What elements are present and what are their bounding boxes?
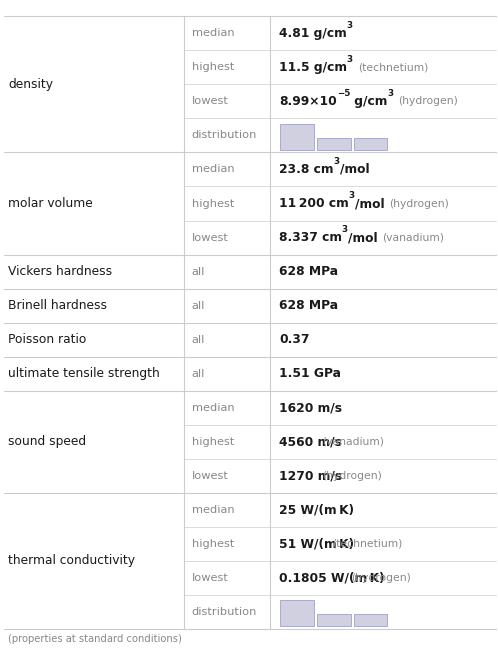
Text: median: median	[192, 403, 235, 413]
Text: 628 MPa: 628 MPa	[279, 265, 338, 278]
Text: all: all	[192, 369, 205, 379]
Text: lowest: lowest	[192, 233, 229, 242]
Text: molar volume: molar volume	[8, 197, 93, 210]
Text: Vickers hardness: Vickers hardness	[8, 265, 112, 278]
Text: median: median	[192, 28, 235, 39]
Text: 11.5 g/cm: 11.5 g/cm	[279, 61, 347, 74]
Text: g/cm: g/cm	[350, 95, 387, 108]
Text: 8.337 cm: 8.337 cm	[279, 231, 342, 244]
Text: 23.8 cm: 23.8 cm	[279, 163, 333, 176]
Bar	[280, 600, 314, 626]
Text: distribution: distribution	[192, 607, 257, 617]
Text: 4560 m/s: 4560 m/s	[279, 435, 342, 448]
Text: 628 MPa: 628 MPa	[279, 299, 338, 312]
Text: thermal conductivity: thermal conductivity	[8, 554, 135, 567]
Bar	[280, 124, 314, 150]
Bar	[354, 138, 387, 150]
Text: Poisson ratio: Poisson ratio	[8, 333, 86, 346]
Text: (technetium): (technetium)	[332, 539, 402, 549]
Text: (vanadium): (vanadium)	[322, 437, 384, 447]
Text: (hydrogen): (hydrogen)	[389, 198, 449, 208]
Text: 3: 3	[342, 225, 348, 234]
Text: 1620 m/s: 1620 m/s	[279, 401, 342, 414]
Text: all: all	[192, 301, 205, 310]
Text: 3: 3	[347, 21, 353, 30]
Bar	[317, 614, 351, 626]
Text: highest: highest	[192, 437, 234, 447]
Text: −5: −5	[337, 89, 350, 98]
Text: median: median	[192, 164, 235, 174]
Text: (vanadium): (vanadium)	[382, 233, 445, 242]
Text: Brinell hardness: Brinell hardness	[8, 299, 107, 312]
Text: 0.37: 0.37	[279, 333, 309, 346]
Text: 0.1805 W/(m K): 0.1805 W/(m K)	[279, 571, 384, 584]
Bar	[317, 138, 351, 150]
Text: (technetium): (technetium)	[358, 62, 428, 73]
Text: (hydrogen): (hydrogen)	[322, 471, 382, 481]
Text: all: all	[192, 335, 205, 345]
Text: 11 200 cm: 11 200 cm	[279, 197, 349, 210]
Text: highest: highest	[192, 198, 234, 208]
Text: ultimate tensile strength: ultimate tensile strength	[8, 367, 160, 380]
Text: 25 W/(m K): 25 W/(m K)	[279, 503, 354, 516]
Text: (properties at standard conditions): (properties at standard conditions)	[8, 634, 182, 645]
Text: lowest: lowest	[192, 572, 229, 583]
Text: 1270 m/s: 1270 m/s	[279, 469, 342, 482]
Text: sound speed: sound speed	[8, 435, 86, 448]
Text: 51 W/(m K): 51 W/(m K)	[279, 537, 354, 550]
Text: lowest: lowest	[192, 96, 229, 106]
Text: /mol: /mol	[340, 163, 369, 176]
Text: 3: 3	[387, 89, 393, 98]
Text: density: density	[8, 78, 53, 91]
Text: distribution: distribution	[192, 130, 257, 140]
Text: median: median	[192, 505, 235, 515]
Text: (hydrogen): (hydrogen)	[398, 96, 458, 106]
Text: (hydrogen): (hydrogen)	[351, 572, 411, 583]
Text: lowest: lowest	[192, 471, 229, 481]
Text: /mol: /mol	[355, 197, 384, 210]
Text: 3: 3	[347, 55, 353, 64]
Text: 1.51 GPa: 1.51 GPa	[279, 367, 341, 380]
Text: all: all	[192, 267, 205, 276]
Text: highest: highest	[192, 539, 234, 549]
Text: 3: 3	[349, 191, 355, 200]
Text: 4.81 g/cm: 4.81 g/cm	[279, 27, 347, 40]
Text: highest: highest	[192, 62, 234, 73]
Text: /mol: /mol	[348, 231, 377, 244]
Text: 8.99×10: 8.99×10	[279, 95, 337, 108]
Bar	[354, 614, 387, 626]
Text: 3: 3	[333, 157, 340, 166]
